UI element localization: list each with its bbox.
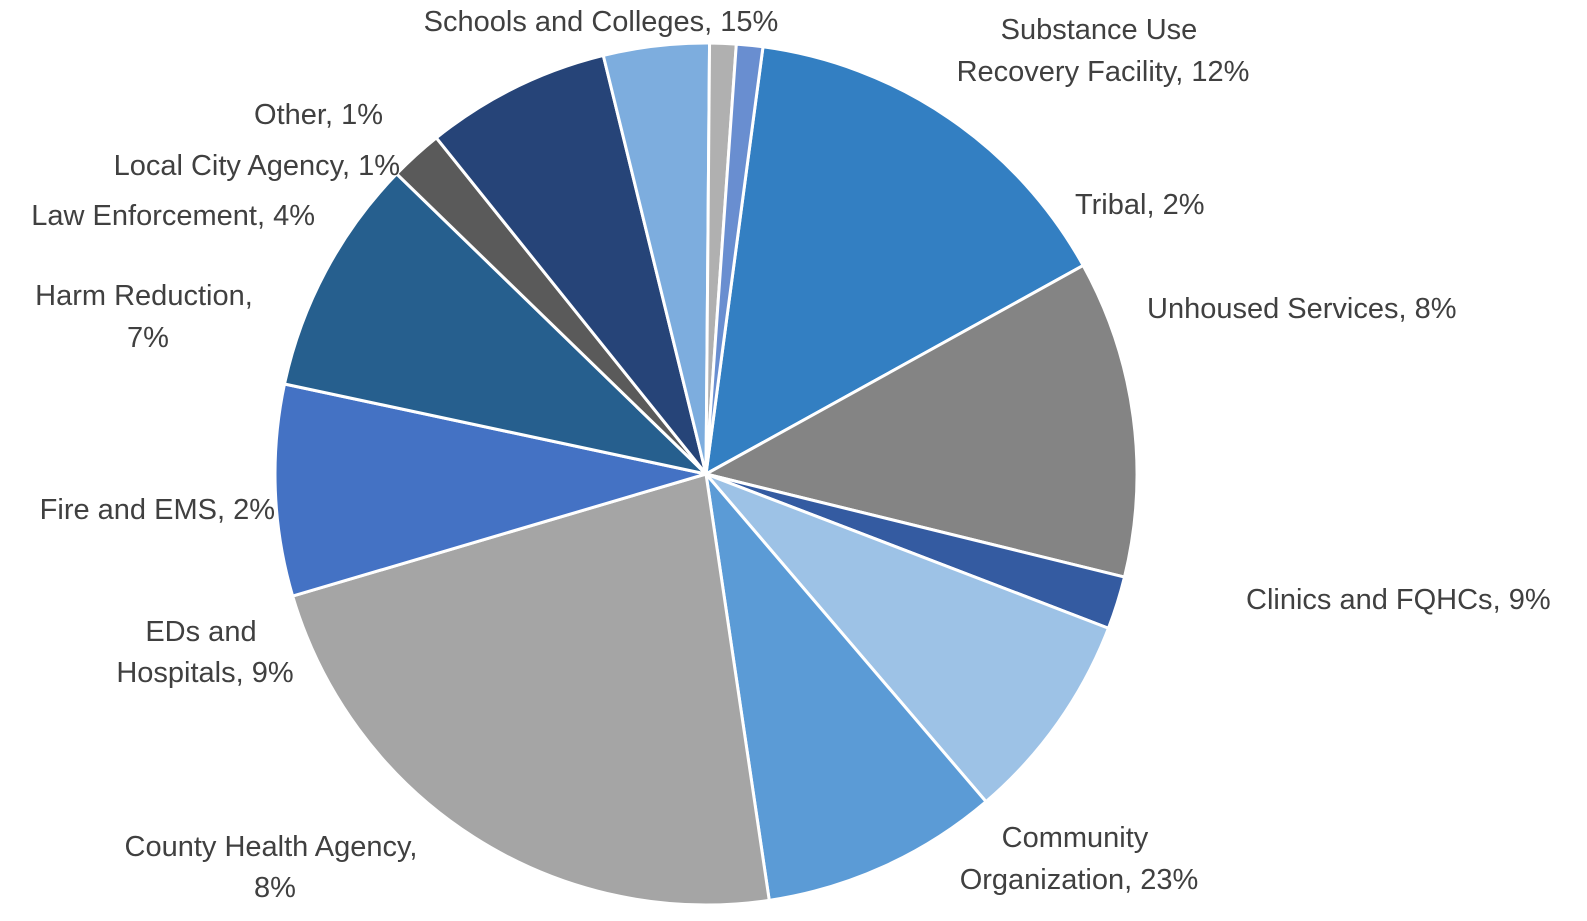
slice-label-county-health-agency: County Health Agency, 8% bbox=[125, 831, 426, 904]
slice-label-fire-and-ems: Fire and EMS, 2% bbox=[40, 494, 275, 526]
pie-slice-community-organization bbox=[291, 472, 771, 907]
slice-label-unhoused-services: Unhoused Services, 8% bbox=[1147, 293, 1457, 325]
pie-slice-county-health-agency bbox=[273, 382, 708, 598]
slice-label-clinics-and-fqhcs: Clinics and FQHCs, 9% bbox=[1246, 584, 1551, 616]
slice-label-tribal: Tribal, 2% bbox=[1075, 189, 1205, 221]
slice-label-other: Other, 1% bbox=[254, 99, 383, 131]
pie-slice-unhoused-services bbox=[704, 472, 1110, 804]
pie-slice-schools-and-colleges bbox=[704, 45, 1085, 476]
slice-label-community-organization: Community Organization, 23% bbox=[960, 822, 1199, 896]
slice-label-substance-use-recovery-facility: Substance Use Recovery Facility, 12% bbox=[957, 14, 1250, 88]
slice-label-schools-and-colleges: Schools and Colleges, 15% bbox=[424, 6, 779, 38]
pie-slice-other bbox=[704, 42, 765, 476]
slices-layer bbox=[273, 41, 1139, 907]
slice-label-harm-reduction: Harm Reduction, 7% bbox=[35, 280, 261, 354]
labels-layer: Schools and Colleges, 15% Substance Use … bbox=[31, 6, 1550, 904]
slice-label-law-enforcement: Law Enforcement, 4% bbox=[31, 200, 315, 232]
pie-slice-clinics-and-fqhcs bbox=[704, 472, 988, 902]
slice-label-local-city-agency: Local City Agency, 1% bbox=[114, 150, 400, 182]
pie-slice-eds-and-hospitals bbox=[283, 172, 708, 476]
slice-label-eds-and-hospitals: EDs and Hospitals, 9% bbox=[116, 616, 293, 689]
pie-slice-harm-reduction bbox=[434, 53, 708, 476]
